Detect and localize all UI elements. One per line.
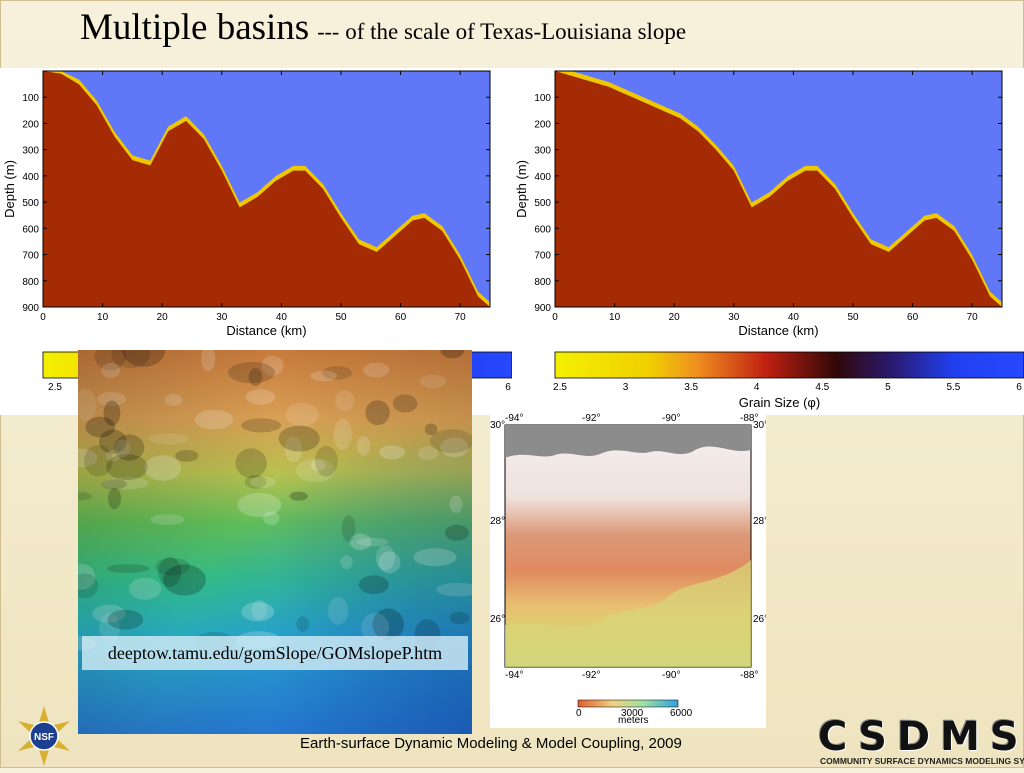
y-axis-label: Depth (m) — [514, 160, 529, 218]
y-tick-label: 900 — [534, 303, 551, 314]
x-tick-label: 60 — [395, 312, 407, 323]
map-top-label: -90° — [662, 413, 680, 424]
y-tick-label: 800 — [534, 277, 551, 288]
colorbar-tick-label: 3 — [623, 382, 629, 393]
y-axis-label: Depth (m) — [2, 160, 17, 218]
x-tick-label: 20 — [669, 312, 681, 323]
scale-tick: 0 — [576, 708, 582, 719]
csdms-subtitle: COMMUNITY SURFACE DYNAMICS MODELING SYST… — [820, 756, 1024, 766]
map-top-label: -92° — [582, 413, 600, 424]
footer-text: Earth-surface Dynamic Modeling & Model C… — [300, 735, 682, 752]
depth-scale-bar — [577, 699, 679, 708]
y-tick-label: 300 — [22, 146, 39, 157]
scale-tick: 6000 — [670, 708, 693, 719]
y-tick-label: 600 — [22, 224, 39, 235]
map-top-label: -88° — [740, 413, 758, 424]
coastline-land — [505, 425, 751, 458]
seabed-profile — [43, 71, 490, 307]
x-tick-label: 0 — [40, 312, 46, 323]
colorbar-tick-label: 5.5 — [946, 382, 960, 393]
y-tick-label: 800 — [22, 277, 39, 288]
x-tick-label: 70 — [967, 312, 979, 323]
y-tick-label: 900 — [22, 303, 39, 314]
colorbar-tick-label: 2.5 — [48, 382, 62, 393]
y-tick-label: 700 — [534, 251, 551, 262]
y-tick-label: 200 — [22, 119, 39, 130]
x-tick-label: 40 — [276, 312, 288, 323]
map-side-label: 28° — [753, 516, 766, 527]
colorbar-tick-label: 6 — [505, 382, 511, 393]
map-top-label: -94° — [505, 413, 523, 424]
csdms-wordmark: CSDMS — [818, 714, 1024, 760]
plot-frame — [42, 70, 491, 308]
x-tick-label: 0 — [552, 312, 558, 323]
x-tick-label: 70 — [455, 312, 467, 323]
colorbar-tick-label: 6 — [1016, 382, 1022, 393]
scale-tick: 3000 — [621, 708, 644, 719]
title-dash: --- — [317, 19, 340, 44]
scale-unit: meters — [618, 715, 649, 726]
title-main: Multiple basins — [80, 7, 310, 48]
nsf-logo-mark: NSF — [18, 706, 70, 766]
map-side-label: 28° — [490, 516, 505, 527]
y-tick-label: 700 — [22, 251, 39, 262]
nsf-text: NSF — [34, 732, 54, 743]
map-labels: -94° -92° -90° -88° 30° 28° 26° 30° 28° … — [490, 413, 766, 681]
nsf-logo: NSF — [12, 704, 76, 768]
map-bottom-label: -94° — [505, 670, 523, 681]
colorbar-tick-label: 4 — [754, 382, 760, 393]
y-tick-label: 300 — [534, 146, 551, 157]
x-tick-label: 50 — [335, 312, 347, 323]
colorbar-label: Grain Size (φ) — [739, 395, 820, 410]
map-side-label: 30° — [753, 420, 766, 431]
regional-map-image: -94° -92° -90° -88° 30° 28° 26° 30° 28° … — [490, 410, 766, 728]
x-tick-label: 50 — [847, 312, 859, 323]
plot-frame — [554, 70, 1003, 308]
colorbar-tick-label: 5 — [885, 382, 891, 393]
map-bottom-label: -92° — [582, 670, 600, 681]
regional-map-render: -94° -92° -90° -88° 30° 28° 26° 30° 28° … — [490, 413, 766, 726]
y-tick-label: 600 — [534, 224, 551, 235]
x-tick-label: 10 — [609, 312, 621, 323]
x-tick-label: 20 — [157, 312, 169, 323]
x-axis-label: Distance (km) — [738, 323, 818, 338]
x-tick-label: 40 — [788, 312, 800, 323]
x-tick-label: 30 — [216, 312, 228, 323]
url-caption[interactable]: deeptow.tamu.edu/gomSlope/GOMslopeP.htm — [82, 636, 468, 670]
y-tick-label: 400 — [534, 172, 551, 183]
map-side-label: 26° — [490, 614, 505, 625]
seabed-profile — [555, 71, 1002, 307]
colorbar-tick-label: 4.5 — [815, 382, 829, 393]
y-tick-label: 500 — [22, 198, 39, 209]
relief-render — [78, 350, 472, 734]
y-tick-label: 200 — [534, 119, 551, 130]
abyssal-plain — [505, 560, 751, 667]
slope-relief-image — [78, 350, 472, 734]
colorbar-tick-label: 2.5 — [553, 382, 567, 393]
y-tick-label: 400 — [22, 172, 39, 183]
x-tick-label: 10 — [97, 312, 109, 323]
title-sub: of the scale of Texas-Louisiana slope — [345, 19, 687, 44]
y-tick-label: 100 — [22, 93, 39, 104]
grain-size-colorbar — [554, 351, 1024, 379]
map-side-label: 30° — [490, 420, 505, 431]
map-bottom-label: -90° — [662, 670, 680, 681]
slide-title: Multiple basins --- of the scale of Texas-… — [80, 6, 686, 49]
y-tick-label: 500 — [534, 198, 551, 209]
map-side-label: 26° — [753, 614, 766, 625]
y-tick-label: 100 — [534, 93, 551, 104]
x-axis-label: Distance (km) — [226, 323, 306, 338]
x-tick-label: 30 — [728, 312, 740, 323]
x-tick-label: 60 — [907, 312, 919, 323]
colorbar-tick-label: 3.5 — [684, 382, 698, 393]
map-bottom-label: -88° — [740, 670, 758, 681]
csdms-logo: CSDMS COMMUNITY SURFACE DYNAMICS MODELIN… — [816, 714, 1024, 766]
right-model-panel: 100 200 300 400 500 600 700 800 900 0 10 20 30 40 50 60… — [512, 68, 1024, 415]
